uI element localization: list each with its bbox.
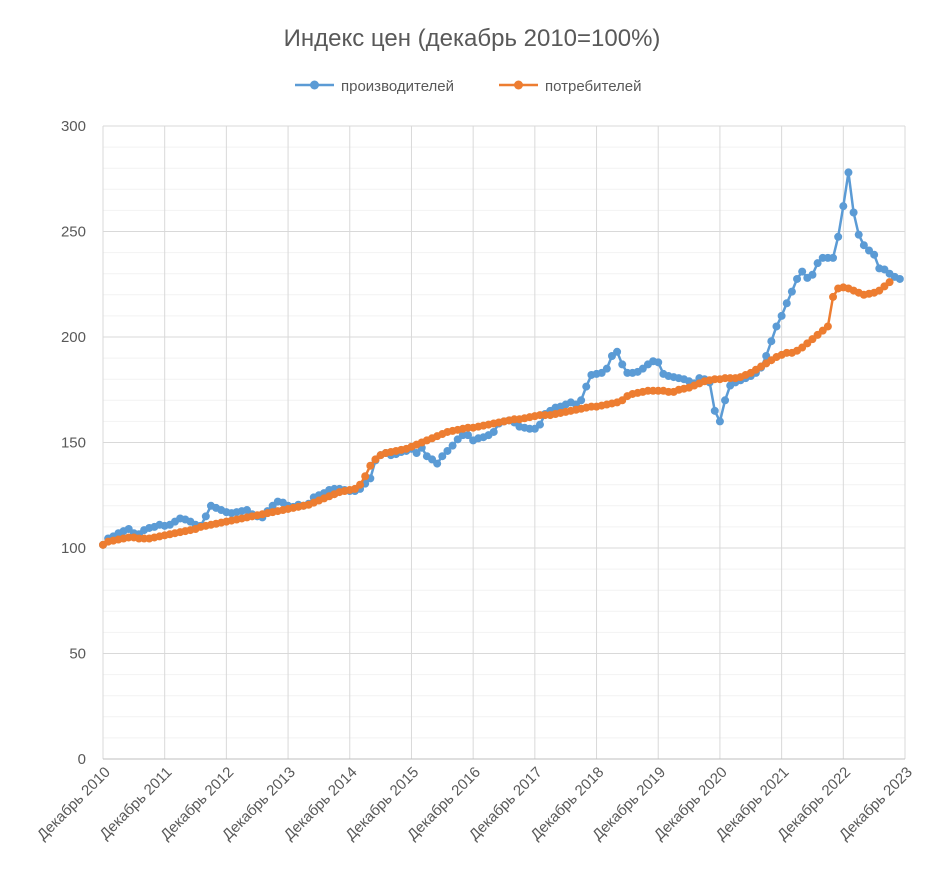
- y-tick-label: 250: [61, 224, 86, 241]
- y-tick-label: 0: [78, 751, 86, 768]
- data-point: [710, 406, 719, 415]
- data-point: [859, 241, 868, 250]
- data-point: [849, 208, 858, 217]
- data-point: [356, 480, 365, 489]
- data-point: [823, 322, 832, 331]
- legend-item-consumers[interactable]: потребителей: [499, 78, 642, 95]
- legend-label-consumers: потребителей: [545, 78, 642, 95]
- data-point: [464, 431, 473, 440]
- data-point: [613, 347, 622, 356]
- chart-title: Индекс цен (декабрь 2010=100%): [284, 25, 661, 52]
- data-point: [895, 274, 904, 283]
- data-point: [201, 512, 210, 521]
- y-tick-label: 50: [69, 646, 86, 663]
- data-point: [870, 250, 879, 259]
- data-point: [854, 230, 863, 239]
- data-point: [808, 270, 817, 279]
- data-point: [885, 278, 894, 287]
- series-layer: [99, 168, 904, 549]
- data-point: [602, 364, 611, 373]
- data-point: [777, 311, 786, 320]
- data-point: [489, 427, 498, 436]
- data-point: [582, 382, 591, 391]
- legend-marker-producers: [310, 80, 319, 90]
- y-tick-label: 200: [61, 329, 86, 346]
- data-point: [839, 202, 848, 211]
- data-point: [813, 259, 822, 268]
- data-point: [654, 358, 663, 367]
- data-point: [798, 267, 807, 276]
- data-point: [618, 360, 627, 369]
- data-point: [782, 299, 791, 308]
- data-point: [361, 472, 370, 481]
- data-point: [366, 461, 375, 470]
- data-point: [448, 441, 457, 450]
- data-point: [715, 417, 724, 426]
- data-point: [829, 253, 838, 262]
- series-1: [99, 278, 894, 549]
- data-point: [844, 168, 853, 177]
- data-point: [412, 449, 421, 458]
- data-point: [438, 452, 447, 461]
- data-point: [834, 232, 843, 241]
- data-point: [772, 322, 781, 331]
- data-point: [433, 459, 442, 468]
- y-tick-label: 150: [61, 435, 86, 452]
- y-tick-label: 300: [61, 118, 86, 135]
- vertical-gridlines: [102, 126, 906, 759]
- legend-item-producers[interactable]: производителей: [295, 78, 454, 95]
- major-gridlines: [103, 125, 905, 654]
- legend-marker-consumers: [514, 80, 523, 90]
- y-tick-label: 100: [61, 540, 86, 557]
- data-point: [721, 396, 730, 405]
- y-axis-tick-labels: 0 50 100 150 200 250 300: [61, 118, 86, 768]
- legend-label-producers: производителей: [341, 78, 454, 95]
- legend: производителей потребителей: [295, 78, 642, 95]
- minor-gridlines: [103, 146, 905, 739]
- data-point: [535, 420, 544, 429]
- data-point: [829, 292, 838, 301]
- data-point: [793, 274, 802, 283]
- data-point: [577, 396, 586, 405]
- data-point: [443, 446, 452, 455]
- data-point: [767, 337, 776, 346]
- data-point: [787, 287, 796, 296]
